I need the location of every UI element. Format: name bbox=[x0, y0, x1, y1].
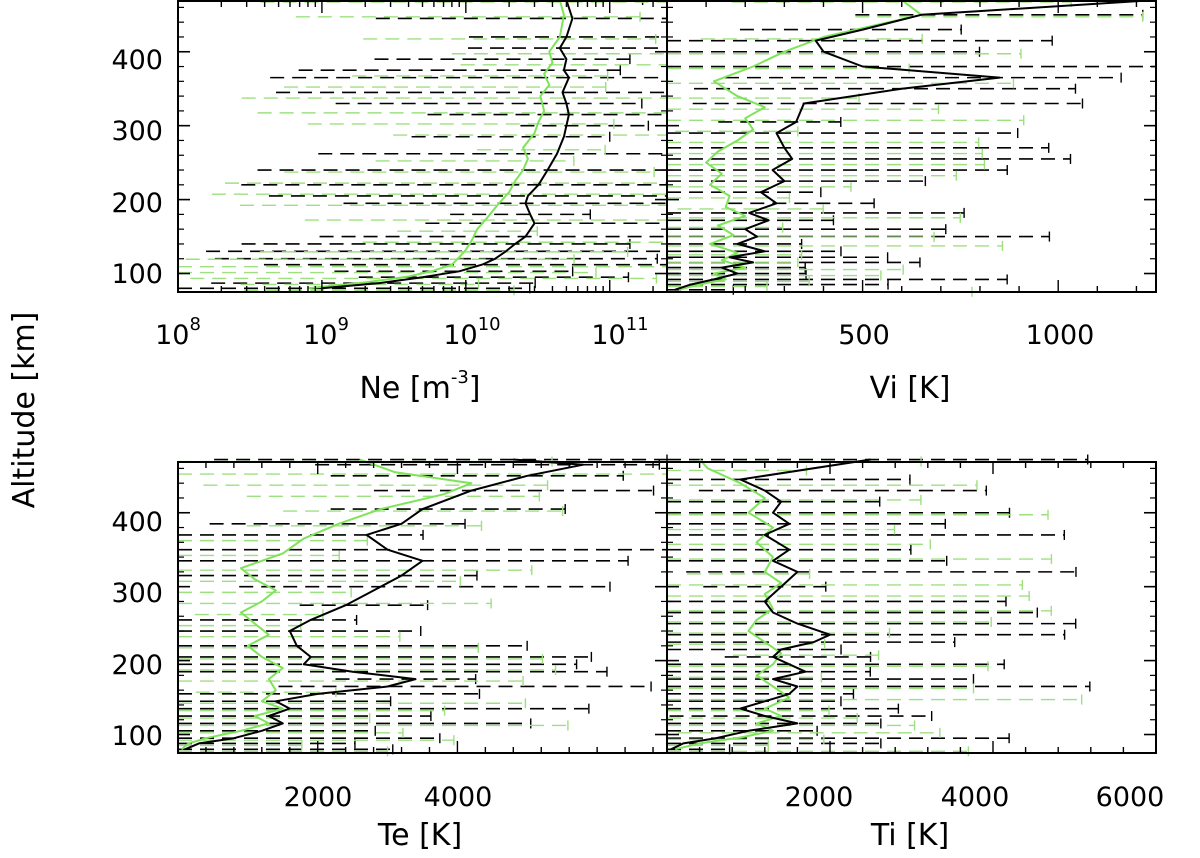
ti-x-tick-label: 4000 bbox=[941, 782, 1010, 813]
ti-black-line bbox=[670, 458, 871, 751]
ne-y-tick-label: 400 bbox=[111, 45, 163, 76]
vi-x-tick-label: 500 bbox=[838, 320, 890, 351]
te-green-line bbox=[180, 458, 473, 751]
ti-x-tick-labels: 2000 4000 6000 bbox=[785, 782, 1165, 813]
te-y-tick-label: 100 bbox=[111, 721, 163, 752]
te-y-tick-label: 400 bbox=[111, 507, 163, 538]
ne-x-tick-label: 109 bbox=[303, 314, 349, 351]
ne-x-axis-title: Ne [m-3] bbox=[359, 367, 480, 406]
ne-black-line bbox=[321, 0, 574, 290]
ne-x-tick-labels: 108 109 1010 1011 bbox=[155, 314, 649, 351]
y-axis-title: Altitude [km] bbox=[7, 312, 42, 509]
axis-ticks bbox=[177, 1, 1157, 753]
ne-green-line bbox=[307, 0, 565, 290]
ne-y-tick-label: 200 bbox=[111, 188, 163, 219]
ti-x-axis-title: Ti [K] bbox=[870, 818, 949, 853]
te-x-tick-label: 4000 bbox=[424, 782, 493, 813]
ti-x-tick-label: 6000 bbox=[1096, 782, 1165, 813]
ne-x-tick-label: 1011 bbox=[591, 314, 648, 351]
vi-green-line bbox=[678, 0, 923, 291]
vi-black-line bbox=[674, 0, 1157, 291]
ne-x-tick-label: 108 bbox=[155, 314, 201, 351]
te-y-tick-label: 300 bbox=[111, 578, 163, 609]
te-x-tick-label: 2000 bbox=[284, 782, 353, 813]
te-x-tick-labels: 2000 4000 bbox=[284, 782, 493, 813]
vi-frame bbox=[666, 0, 1157, 293]
ne-y-tick-label: 300 bbox=[111, 116, 163, 147]
te-x-axis-title: Te [K] bbox=[377, 818, 462, 853]
profile-lines bbox=[180, 0, 1157, 751]
panel-frames bbox=[177, 0, 1157, 754]
te-y-tick-label: 200 bbox=[111, 650, 163, 681]
vi-x-tick-label: 1000 bbox=[1026, 320, 1095, 351]
te-black-line bbox=[184, 458, 585, 751]
ti-frame bbox=[666, 461, 1157, 754]
ne-y-tick-labels: 100 200 300 400 bbox=[111, 45, 163, 290]
ne-frame bbox=[177, 0, 668, 293]
ti-x-tick-label: 2000 bbox=[785, 782, 854, 813]
vi-x-axis-title: Vi [K] bbox=[870, 371, 951, 406]
ti-green-line bbox=[674, 458, 791, 751]
vi-x-tick-labels: 500 1000 bbox=[838, 320, 1094, 351]
te-y-tick-labels: 100 200 300 400 bbox=[111, 507, 163, 752]
ne-y-tick-label: 100 bbox=[111, 259, 163, 290]
ne-x-tick-label: 1010 bbox=[443, 314, 500, 351]
